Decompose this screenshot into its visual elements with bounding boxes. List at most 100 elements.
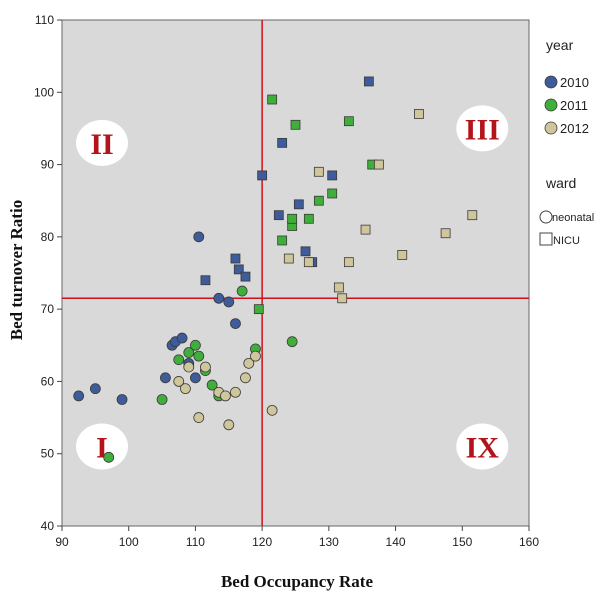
point-2011-nicu [277,235,288,246]
quadrant-label-glow [456,105,509,152]
point-2010-neonatal [160,372,171,384]
quadrant-label-glow [76,119,129,166]
point-2010-neonatal [73,390,85,402]
point-2012-nicu [333,282,344,293]
quadrant-label-glow [76,423,129,470]
point-2011-neonatal [236,285,248,297]
point-2011-nicu [313,195,324,206]
point-2010-neonatal [223,296,235,308]
point-2012-nicu [283,253,294,264]
point-2012-nicu [343,257,354,268]
point-2012-neonatal [266,404,278,416]
point-2011-nicu [287,213,298,224]
point-2010-nicu [363,76,374,87]
point-2010-neonatal [193,231,205,243]
point-2011-nicu [290,119,301,130]
axes: 90 100 110 120 130 140 150 160 40 50 60 70 80 90 100 11… [34,13,539,549]
point-2010-neonatal [190,372,201,384]
point-2010-nicu [277,137,288,148]
point-2012-nicu [360,224,371,235]
legend-ward-title: ward [545,175,576,191]
point-2012-neonatal [220,390,231,402]
point-2011-nicu [327,188,338,199]
point-2011-nicu [267,94,278,105]
point-2012-neonatal [223,419,235,431]
x-tick-label: 90 [55,535,69,549]
point-2010-neonatal [116,394,128,405]
x-tick-label: 160 [519,535,539,549]
point-2012-neonatal [250,350,261,362]
legend-marker-nicu [539,232,553,246]
legend-year-title: year [546,37,574,53]
point-2012-neonatal [243,357,255,369]
y-tick-label: 60 [41,374,55,388]
quadrant-label: IX [466,431,500,464]
point-2010-neonatal [89,383,101,395]
point-2011-neonatal [183,347,195,358]
x-tick-label: 140 [386,535,406,549]
point-2012-nicu [373,159,384,170]
point-2011-nicu [253,304,264,315]
x-tick-label: 120 [252,535,272,549]
y-tick-label: 80 [41,230,55,244]
quadrant-label: II [90,128,113,161]
quadrant-label: III [465,113,500,146]
point-2010-neonatal [213,292,225,304]
x-tick-label: 150 [452,535,472,549]
point-2011-neonatal [193,350,205,362]
x-tick-label: 100 [119,535,139,549]
point-2010-nicu [300,246,311,257]
point-2012-nicu [414,109,424,119]
legend-label-2012: 2012 [560,121,589,136]
point-2010-neonatal [176,332,188,344]
legend: year ward 2010 2011 2012 neonatal NICU [539,37,594,247]
point-2011-nicu [343,116,354,127]
legend-label-nicu: NICU [553,235,580,247]
legend-label-2011: 2011 [560,98,588,113]
point-2010-nicu [293,199,304,210]
point-2011-neonatal [206,379,218,391]
y-tick-label: 100 [34,85,54,99]
point-2012-neonatal [183,361,195,373]
y-tick-label: 90 [41,158,55,172]
point-2012-nicu [397,250,408,260]
point-2010-nicu [240,271,251,282]
legend-label-2010: 2010 [560,75,589,90]
point-2012-neonatal [200,361,211,373]
point-2012-nicu [337,293,348,304]
point-2010-nicu [257,170,268,181]
point-2011-neonatal [286,336,298,348]
y-tick-label: 110 [35,13,54,27]
point-2011-neonatal [156,394,168,405]
y-tick-label: 70 [41,302,55,316]
point-2012-nicu [440,228,451,239]
legend-label-neonatal: neonatal [552,212,594,224]
point-2010-nicu [273,210,284,221]
x-tick-label: 110 [186,535,205,549]
point-2010-nicu [200,275,211,286]
point-2010-nicu [233,264,244,275]
point-2012-neonatal [173,376,185,387]
point-2012-neonatal [230,386,241,398]
point-2010-neonatal [230,318,241,330]
plot-background [61,19,530,527]
point-2012-nicu [303,257,314,268]
point-2011-nicu [303,213,314,224]
y-axis-title: Bed turnover Ratio [7,200,26,340]
legend-marker-2010 [544,75,558,89]
quadrant-label: I [96,431,108,464]
point-2012-neonatal [193,412,205,423]
y-tick-label: 40 [41,519,55,533]
data-points [73,76,478,463]
point-2012-neonatal [240,372,251,384]
y-tick-label: 50 [41,447,55,461]
quadrant-label-glow [456,423,509,470]
point-2011-neonatal [190,339,201,351]
x-tick-label: 130 [319,535,339,549]
point-2012-nicu [313,166,324,177]
x-axis-title: Bed Occupancy Rate [221,572,374,591]
point-2010-nicu [230,253,241,264]
point-2012-nicu [467,210,478,221]
